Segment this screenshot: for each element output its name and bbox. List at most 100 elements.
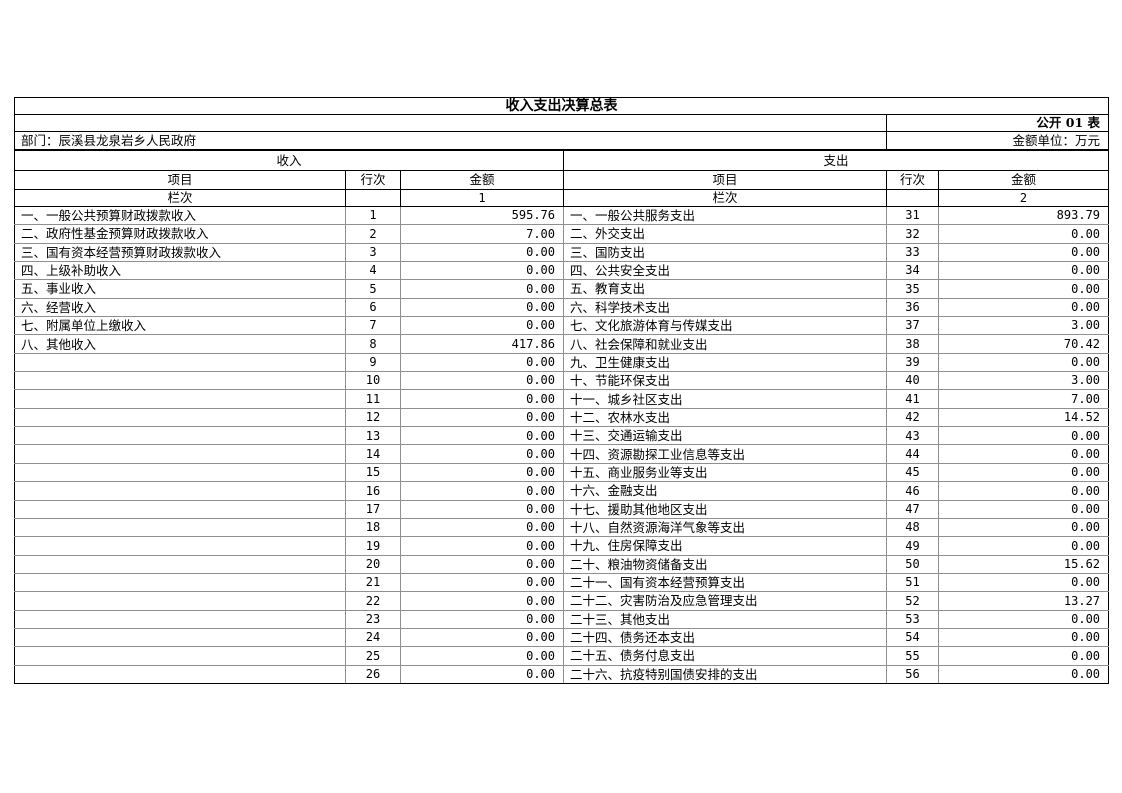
expense-amount-value: 70.42 xyxy=(937,334,1110,354)
expense-line-number: 35 xyxy=(886,279,939,299)
income-section-header: 收入 xyxy=(14,149,564,171)
expense-line-number: 40 xyxy=(886,371,939,391)
income-amount-value: 0.00 xyxy=(400,389,564,409)
income-line-number: 19 xyxy=(345,536,401,556)
expense-amount-value: 0.00 xyxy=(937,279,1110,299)
expense-amount-value: 0.00 xyxy=(937,261,1110,281)
expense-amount-value: 0.00 xyxy=(937,572,1110,593)
expense-line-index-blank xyxy=(886,189,939,207)
expense-line-number: 38 xyxy=(886,334,939,354)
table-row: 14 0.00 十四、资源勘探工业信息等支出 44 0.00 xyxy=(14,444,1110,464)
expense-item-label: 二十一、国有资本经营预算支出 xyxy=(563,572,887,593)
income-item-label xyxy=(14,609,346,629)
expense-amount-value: 0.00 xyxy=(937,481,1110,501)
expense-item-label: 二十、粮油物资储备支出 xyxy=(563,554,887,574)
expense-amount-column-header: 金额 xyxy=(937,170,1110,190)
income-line-number: 18 xyxy=(345,517,401,538)
expense-item-label: 二十五、债务付息支出 xyxy=(563,646,887,666)
expense-line-number: 41 xyxy=(886,389,939,409)
expense-line-number: 45 xyxy=(886,462,939,483)
expense-item-label: 十五、商业服务业等支出 xyxy=(563,462,887,483)
column-header-row: 项目 行次 金额 项目 行次 金额 xyxy=(14,170,1110,190)
income-item-label xyxy=(14,646,346,666)
table-row: 11 0.00 十一、城乡社区支出 41 7.00 xyxy=(14,389,1110,409)
department-row: 部门：辰溪县龙泉岩乡人民政府 金额单位：万元 xyxy=(14,131,1110,151)
income-item-label xyxy=(14,407,346,428)
expense-amount-value: 893.79 xyxy=(937,205,1110,226)
expense-amount-value: 14.52 xyxy=(937,407,1110,428)
income-item-label: 六、经营收入 xyxy=(14,297,346,318)
table-row: 18 0.00 十八、自然资源海洋气象等支出 48 0.00 xyxy=(14,517,1110,538)
sheet-number-row: 公开 01 表 xyxy=(14,114,1110,132)
income-amount-value: 0.00 xyxy=(400,261,564,281)
expense-amount-value: 0.00 xyxy=(937,242,1110,263)
table-row: 五、事业收入 5 0.00 五、教育支出 35 0.00 xyxy=(14,279,1110,299)
expense-line-number: 46 xyxy=(886,481,939,501)
income-amount-value: 0.00 xyxy=(400,279,564,299)
income-amount-value: 0.00 xyxy=(400,462,564,483)
table-row: 八、其他收入 8 417.86 八、社会保障和就业支出 38 70.42 xyxy=(14,334,1110,354)
expense-amount-value: 0.00 xyxy=(937,224,1110,244)
expense-item-label: 十九、住房保障支出 xyxy=(563,536,887,556)
expense-line-number: 42 xyxy=(886,407,939,428)
income-item-label: 一、一般公共预算财政拨款收入 xyxy=(14,205,346,226)
expense-item-label: 十四、资源勘探工业信息等支出 xyxy=(563,444,887,464)
income-line-number: 7 xyxy=(345,316,401,336)
expense-amount-value: 0.00 xyxy=(937,536,1110,556)
expense-amount-value: 0.00 xyxy=(937,646,1110,666)
expense-line-number: 39 xyxy=(886,352,939,373)
expense-amount-value: 0.00 xyxy=(937,426,1110,446)
expense-line-number: 51 xyxy=(886,572,939,593)
table-row: 一、一般公共预算财政拨款收入 1 595.76 一、一般公共服务支出 31 893.79 xyxy=(14,205,1110,226)
income-amount-value: 0.00 xyxy=(400,627,564,648)
income-line-number: 1 xyxy=(345,205,401,226)
expense-line-number: 34 xyxy=(886,261,939,281)
income-item-label xyxy=(14,554,346,574)
expense-amount-value: 0.00 xyxy=(937,297,1110,318)
expense-item-label: 二十三、其他支出 xyxy=(563,609,887,629)
sheet-row-blank-cell xyxy=(14,114,887,132)
income-amount-value: 0.00 xyxy=(400,499,564,519)
table-row: 9 0.00 九、卫生健康支出 39 0.00 xyxy=(14,352,1110,373)
income-line-index-blank xyxy=(345,189,401,207)
expense-item-label: 五、教育支出 xyxy=(563,279,887,299)
income-column-index-label: 栏次 xyxy=(14,189,346,207)
income-item-label xyxy=(14,627,346,648)
table-row: 六、经营收入 6 0.00 六、科学技术支出 36 0.00 xyxy=(14,297,1110,318)
expense-line-number: 43 xyxy=(886,426,939,446)
expense-item-label: 四、公共安全支出 xyxy=(563,261,887,281)
income-item-label: 七、附属单位上缴收入 xyxy=(14,316,346,336)
income-amount-value: 0.00 xyxy=(400,517,564,538)
income-item-label xyxy=(14,371,346,391)
income-amount-value: 0.00 xyxy=(400,371,564,391)
expense-item-label: 十二、农林水支出 xyxy=(563,407,887,428)
expense-item-label: 三、国防支出 xyxy=(563,242,887,263)
section-header-row: 收入 支出 xyxy=(14,149,1110,171)
table-row: 26 0.00 二十六、抗疫特别国债安排的支出 56 0.00 xyxy=(14,664,1110,684)
expense-amount-value: 0.00 xyxy=(937,627,1110,648)
income-item-label xyxy=(14,664,346,684)
expense-amount-value: 15.62 xyxy=(937,554,1110,574)
income-amount-value: 0.00 xyxy=(400,664,564,684)
expense-amount-value: 0.00 xyxy=(937,444,1110,464)
income-line-number: 12 xyxy=(345,407,401,428)
expense-item-label: 八、社会保障和就业支出 xyxy=(563,334,887,354)
income-item-label xyxy=(14,352,346,373)
expense-amount-value: 3.00 xyxy=(937,371,1110,391)
expense-line-number: 33 xyxy=(886,242,939,263)
income-line-number: 22 xyxy=(345,591,401,611)
income-line-number: 24 xyxy=(345,627,401,648)
income-item-label xyxy=(14,536,346,556)
table-body: 一、一般公共预算财政拨款收入 1 595.76 一、一般公共服务支出 31 893.79 二… xyxy=(14,205,1110,684)
income-amount-value: 0.00 xyxy=(400,572,564,593)
income-line-number: 10 xyxy=(345,371,401,391)
budget-summary-table: 收入支出决算总表 公开 01 表 部门：辰溪县龙泉岩乡人民政府 金额单位：万元 … xyxy=(13,97,1110,684)
table-row: 20 0.00 二十、粮油物资储备支出 50 15.62 xyxy=(14,554,1110,574)
income-amount-value: 0.00 xyxy=(400,536,564,556)
income-line-number: 5 xyxy=(345,279,401,299)
expense-amount-value: 0.00 xyxy=(937,499,1110,519)
expense-line-number: 36 xyxy=(886,297,939,318)
expense-item-label: 十三、交通运输支出 xyxy=(563,426,887,446)
expense-item-label: 九、卫生健康支出 xyxy=(563,352,887,373)
